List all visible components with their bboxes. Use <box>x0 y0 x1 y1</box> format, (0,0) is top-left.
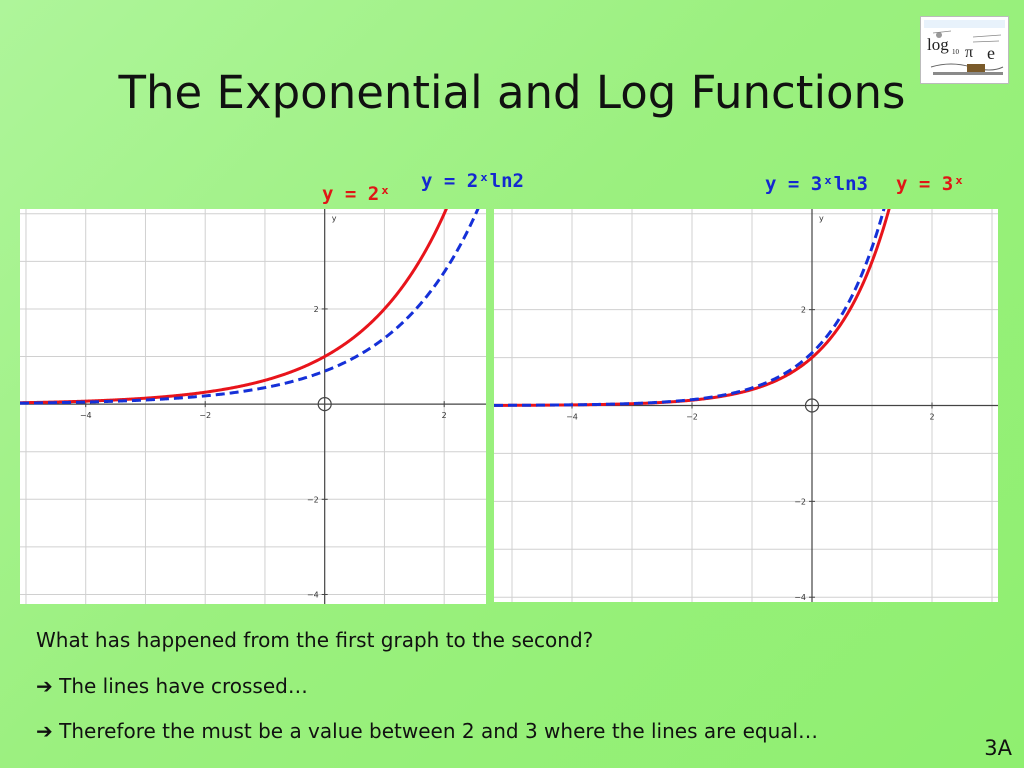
graph1-blue-label: y = 2ˣln2 <box>421 170 524 192</box>
graph-panel-2: y −4 −2 2 2 −2 −4 <box>494 209 998 602</box>
logo-sub-text: 10 <box>952 48 960 56</box>
series-line-blue-dashed <box>20 209 480 405</box>
logo-e-text: e <box>987 43 995 63</box>
graph1-red-label: y = 2ˣ <box>322 183 391 205</box>
series-line-red-solid <box>494 209 891 407</box>
x-tick-label: −4 <box>80 411 92 420</box>
x-tick-label: −2 <box>199 411 211 420</box>
chart-3x: y −4 −2 2 2 −2 −4 <box>494 209 998 602</box>
bullet-text-2: Therefore the must be a value between 2 … <box>59 719 819 743</box>
bullet-item-1: ➔ The lines have crossed… <box>36 674 308 698</box>
page-title: The Exponential and Log Functions <box>118 66 906 119</box>
x-tick-label: −2 <box>686 413 698 422</box>
origin-marker <box>317 397 332 412</box>
graph2-blue-label: y = 3ˣln3 <box>765 173 868 195</box>
graph2-red-label: y = 3ˣ <box>896 173 965 195</box>
arrow-icon: ➔ <box>36 719 53 743</box>
arrow-icon: ➔ <box>36 674 53 698</box>
x-tick-label: 2 <box>442 411 447 420</box>
bullet-text-1: The lines have crossed… <box>59 674 308 698</box>
bullet-item-2: ➔ Therefore the must be a value between … <box>36 719 818 743</box>
logo: log 10 π e <box>920 16 1009 84</box>
y-tick-label: −2 <box>794 497 806 506</box>
y-tick-label: 2 <box>314 305 319 314</box>
y-axis-label: y <box>819 214 824 223</box>
y-tick-label: 2 <box>801 306 806 315</box>
x-tick-label: 2 <box>929 413 934 422</box>
slide-number: 3A <box>984 736 1012 760</box>
logo-log-text: log <box>927 35 949 54</box>
series-line-blue-dashed <box>494 209 886 407</box>
logo-pi-text: π <box>965 44 973 61</box>
y-tick-label: −4 <box>307 590 319 599</box>
y-tick-label: −4 <box>794 593 806 602</box>
question-text: What has happened from the first graph t… <box>36 628 594 652</box>
y-tick-label: −2 <box>307 495 319 504</box>
graph-panel-1: y −4 −2 2 2 −2 −4 <box>20 209 486 604</box>
chart-2x: y −4 −2 2 2 −2 −4 <box>20 209 486 604</box>
y-axis-label: y <box>332 214 337 223</box>
x-tick-label: −4 <box>566 413 578 422</box>
origin-marker <box>804 398 820 413</box>
